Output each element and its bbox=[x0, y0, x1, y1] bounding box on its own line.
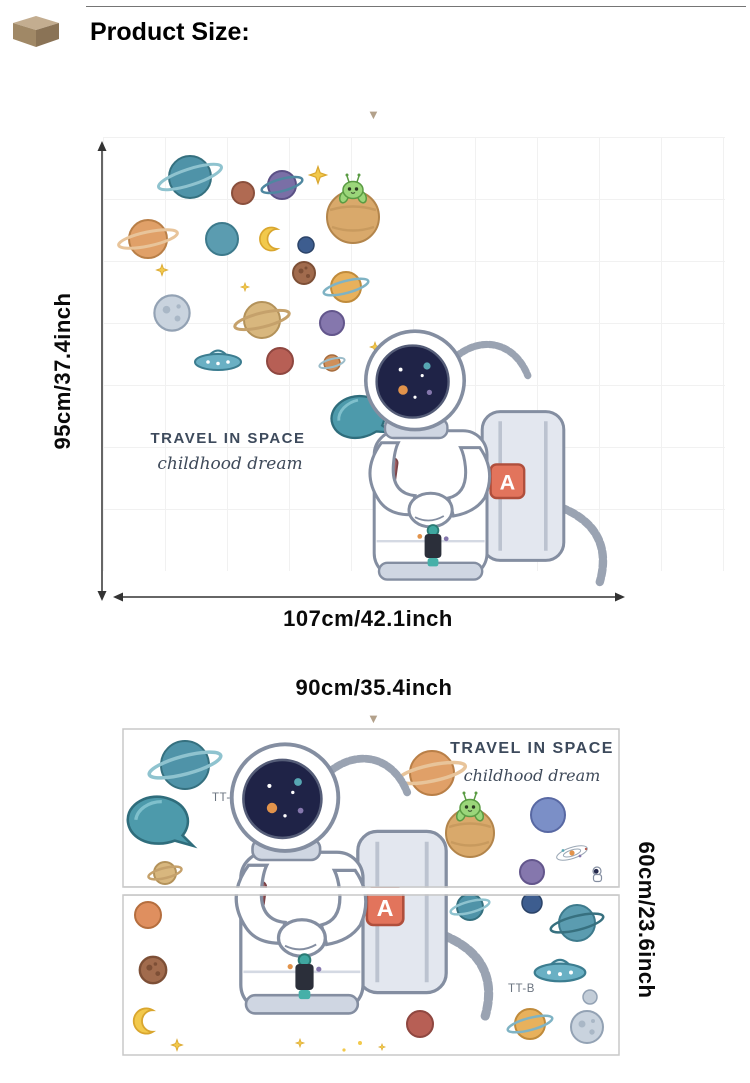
planet-cluster bbox=[117, 155, 381, 375]
art-title: TRAVEL IN SPACE bbox=[150, 430, 305, 447]
star-icon bbox=[155, 263, 169, 277]
art-subtitle: childhood dream bbox=[157, 454, 302, 474]
crescent-moon-icon bbox=[259, 226, 279, 252]
planet bbox=[128, 219, 168, 259]
planet bbox=[205, 222, 239, 256]
moon-icon bbox=[570, 1010, 604, 1044]
asteroid-icon bbox=[292, 261, 316, 285]
planet-ring bbox=[260, 175, 304, 195]
planet-ring bbox=[449, 898, 491, 916]
planet bbox=[406, 1010, 434, 1038]
tiny-astronaut bbox=[592, 866, 603, 883]
width-dimension-line bbox=[113, 592, 625, 602]
art-subtitle: childhood dream bbox=[464, 766, 601, 785]
planet bbox=[521, 892, 543, 914]
page-title: Product Size: bbox=[90, 18, 250, 46]
sticker-sheets-illustration: TT-A TRAVEL IN SPACE childhood dream bbox=[122, 728, 620, 1056]
planet bbox=[530, 797, 566, 833]
planet bbox=[134, 901, 162, 929]
star-icon bbox=[309, 166, 327, 184]
planet bbox=[456, 893, 484, 921]
planet bbox=[168, 155, 212, 199]
planet bbox=[243, 301, 281, 339]
planet-ring bbox=[157, 162, 223, 192]
planet bbox=[231, 181, 255, 205]
astronaut bbox=[366, 331, 603, 582]
top-divider bbox=[86, 6, 746, 7]
planet-ring bbox=[318, 356, 346, 370]
planet bbox=[514, 1008, 546, 1040]
planet bbox=[519, 859, 545, 885]
ribbon-icon bbox=[13, 16, 59, 47]
star-dot bbox=[342, 1048, 346, 1052]
art-title: TRAVEL IN SPACE bbox=[450, 740, 614, 757]
planet bbox=[266, 347, 294, 375]
planet bbox=[297, 236, 315, 254]
planet bbox=[558, 904, 596, 942]
planet bbox=[319, 310, 345, 336]
planet bbox=[409, 750, 455, 796]
sheet-b-content: TT-B bbox=[132, 892, 605, 1052]
planet-stripes bbox=[329, 205, 377, 232]
planet-ring bbox=[117, 228, 179, 250]
planet bbox=[160, 740, 210, 790]
planet-ring bbox=[322, 277, 370, 297]
width-label: 107cm/42.1inch bbox=[283, 606, 453, 631]
planet bbox=[153, 861, 177, 885]
planet-ring bbox=[233, 308, 291, 332]
asteroid-icon bbox=[138, 955, 168, 985]
planet bbox=[582, 989, 598, 1005]
planet-ring bbox=[549, 912, 605, 934]
triangle-marker-bottom: ▼ bbox=[367, 711, 380, 726]
ufo-icon bbox=[194, 349, 242, 371]
mini-solar-system bbox=[556, 845, 588, 861]
star-dot bbox=[358, 1041, 362, 1045]
sheet-height-label: 60cm/23.6inch bbox=[634, 841, 659, 999]
moon-icon bbox=[153, 294, 191, 332]
sheet-a-content: TT-A TRAVEL IN SPACE childhood dream bbox=[126, 740, 614, 885]
planet-ring bbox=[147, 750, 223, 780]
sheet-width-label: 90cm/35.4inch bbox=[295, 675, 453, 700]
planet-ring bbox=[506, 1014, 554, 1034]
height-dimension-line bbox=[97, 141, 107, 601]
planet-stripes bbox=[448, 822, 492, 847]
wall-sticker-illustration: A bbox=[117, 155, 630, 600]
height-label: 95cm/37.4inch bbox=[50, 292, 75, 450]
sheet-gap bbox=[123, 886, 619, 896]
sheet-b-label: TT-B bbox=[508, 983, 535, 995]
planet-ring bbox=[147, 865, 183, 881]
star-icon bbox=[240, 282, 250, 292]
planet bbox=[330, 271, 362, 303]
triangle-marker-top: ▼ bbox=[367, 107, 380, 122]
planet bbox=[267, 170, 297, 200]
